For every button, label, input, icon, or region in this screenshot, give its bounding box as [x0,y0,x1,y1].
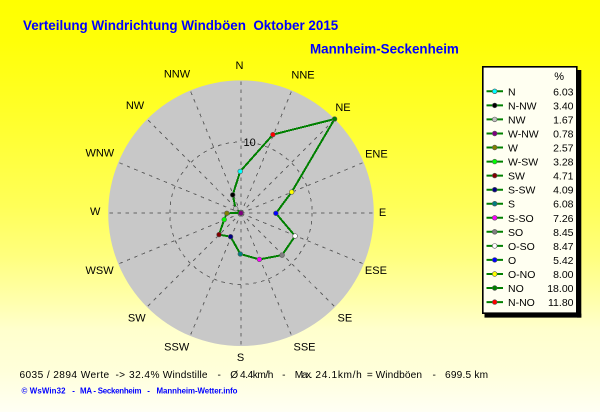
svg-text:8.47: 8.47 [553,241,574,253]
svg-text:W-NW: W-NW [508,129,539,141]
svg-text:4.09: 4.09 [553,185,574,197]
svg-text:5.42: 5.42 [553,255,574,267]
svg-text:%: % [554,71,564,83]
svg-text:S: S [237,352,244,364]
svg-text:SW: SW [128,313,146,325]
svg-text:NW: NW [126,100,145,112]
svg-text:NNE: NNE [291,70,314,82]
svg-text:ESE: ESE [365,265,387,277]
svg-text:3.40: 3.40 [553,100,574,112]
svg-text:SSE: SSE [293,342,315,354]
svg-text:SO: SO [508,227,523,239]
svg-text:NO: NO [508,283,524,295]
svg-text:NNW: NNW [164,69,191,81]
svg-text:O: O [508,255,516,267]
svg-text:O-NO: O-NO [508,269,535,281]
svg-text:WNW: WNW [85,148,114,160]
svg-text:WSW: WSW [86,265,115,277]
svg-text:S-SW: S-SW [508,185,536,197]
svg-text:8.45: 8.45 [553,227,574,239]
svg-text:18.00: 18.00 [547,283,573,295]
svg-text:Mannheim-Seckenheim: Mannheim-Seckenheim [310,42,459,57]
svg-text:S-SO: S-SO [508,213,534,225]
svg-text:W-SW: W-SW [508,157,538,169]
svg-text:© WsWin32-MA - Seckenheim-Mann: © WsWin32- MA - Seckenheim - Mannheim-Wette… [22,386,238,395]
svg-text:O-SO: O-SO [508,241,535,253]
svg-text:1.67: 1.67 [553,114,574,126]
svg-text:SW: SW [508,171,525,183]
svg-text:N: N [508,86,516,98]
svg-text:Verteilung Windrichtung Windbö: Verteilung Windrichtung Windböen Oktober… [23,18,339,33]
svg-text:4.71: 4.71 [553,171,574,183]
svg-text:NW: NW [508,114,526,126]
svg-text:0.78: 0.78 [553,129,574,141]
svg-text:N-NW: N-NW [508,100,537,112]
svg-text:SSW: SSW [164,342,190,354]
svg-text:11.80: 11.80 [548,297,574,309]
svg-text:2.57: 2.57 [553,143,574,155]
svg-text:ENE: ENE [365,149,388,161]
svg-text:10: 10 [244,137,256,149]
svg-text:6.08: 6.08 [553,199,574,211]
svg-text:N-NO: N-NO [508,297,535,309]
svg-text:3.28: 3.28 [553,157,574,169]
svg-text:S: S [508,199,515,211]
svg-text:N: N [236,60,244,72]
svg-text:SE: SE [338,313,353,325]
svg-text:7.26: 7.26 [553,213,574,225]
svg-text:W: W [90,206,101,218]
svg-text:8.00: 8.00 [553,269,574,281]
svg-text:6.03: 6.03 [553,86,574,98]
svg-text:E: E [379,207,386,219]
svg-text:W: W [508,143,518,155]
svg-text:NE: NE [335,102,350,114]
